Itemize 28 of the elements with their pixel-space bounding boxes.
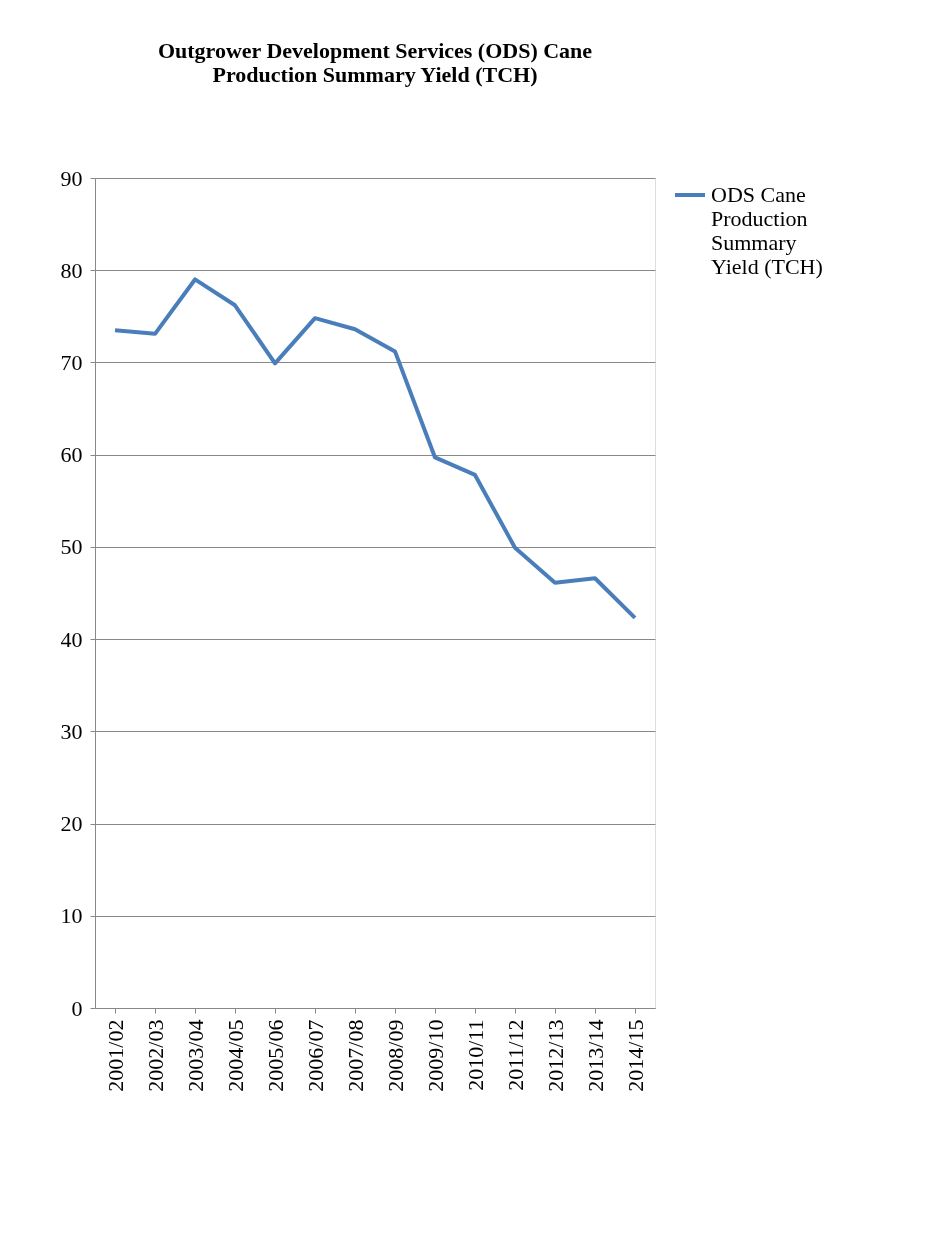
x-tick-label: 2003/04: [182, 1019, 208, 1092]
x-tick-label: 2002/03: [142, 1019, 168, 1092]
x-tick-label: 2004/05: [222, 1019, 248, 1092]
x-tick-label: 2009/10: [422, 1019, 448, 1092]
x-tick-label: 2011/12: [502, 1019, 528, 1091]
x-tick-label: 2012/13: [542, 1019, 568, 1092]
y-tick-label: 70: [60, 349, 83, 375]
legend-label: ODS Cane Production Summary Yield (TCH): [711, 182, 823, 279]
y-tick-label: 60: [60, 442, 83, 468]
x-tick-label: 2014/15: [622, 1019, 648, 1092]
y-tick-label: 90: [60, 165, 83, 191]
y-tick-label: 30: [60, 718, 83, 744]
y-tick-label: 50: [60, 534, 83, 560]
x-tick-label: 2008/09: [382, 1019, 408, 1092]
x-tick-label: 2005/06: [262, 1019, 288, 1092]
x-tick-label: 2013/14: [582, 1019, 608, 1092]
x-tick-label: 2010/11: [462, 1019, 488, 1091]
x-tick-label: 2001/02: [102, 1019, 128, 1092]
x-tick-label: 2006/07: [302, 1019, 328, 1092]
text: Outgrower Development Services (ODS) Cane: [157, 38, 593, 63]
y-tick-label: 80: [60, 257, 83, 283]
y-tick-label: 40: [60, 626, 83, 652]
y-tick-label: 10: [60, 903, 83, 929]
y-tick-label: 20: [60, 811, 83, 837]
text: Production Summary Yield (TCH): [212, 62, 538, 87]
x-tick-label: 2007/08: [342, 1019, 368, 1092]
y-tick-label: 0: [71, 995, 83, 1021]
line-series: [113, 277, 637, 620]
